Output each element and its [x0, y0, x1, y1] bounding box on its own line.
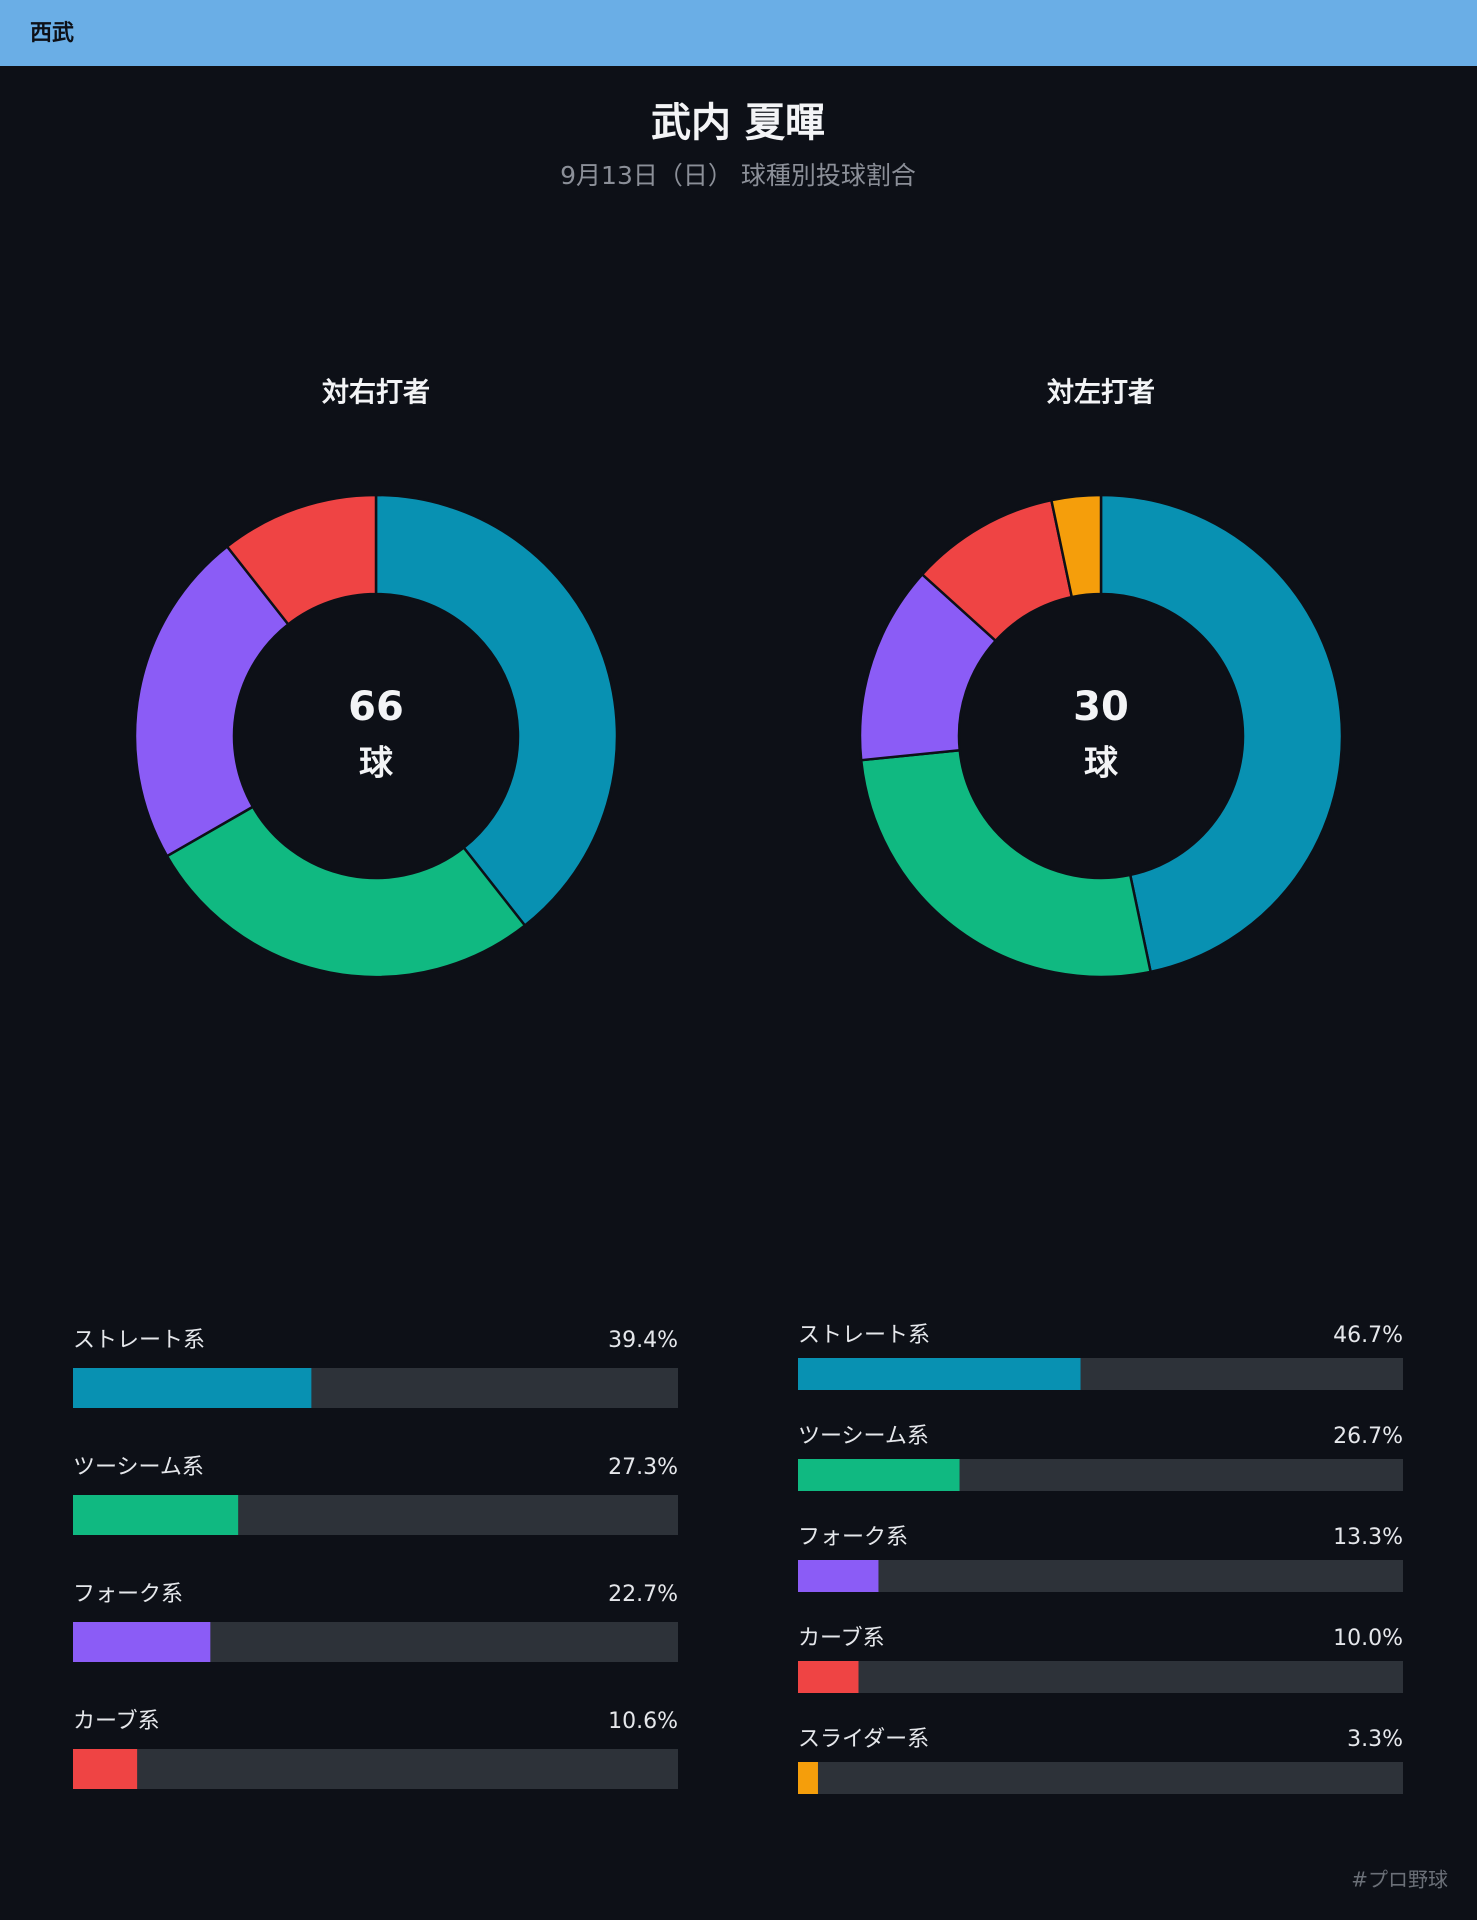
bar	[798, 1459, 960, 1491]
donut-segment	[1099, 493, 1344, 974]
bar	[73, 1368, 312, 1408]
footer-tag: #プロ野球	[1351, 1868, 1448, 1892]
chart-title: 対右打者	[322, 378, 430, 409]
bar-value-label: 46.7%	[1333, 1323, 1403, 1348]
bar-label: カーブ系	[73, 1709, 160, 1734]
bar-track	[73, 1749, 678, 1789]
donut-segment	[225, 493, 378, 627]
bar	[73, 1622, 211, 1662]
bar-value-label: 13.3%	[1333, 1525, 1403, 1550]
donut-segment	[133, 544, 291, 858]
bar-label: スライダー系	[798, 1727, 929, 1752]
page-title: 武内 夏暉	[651, 100, 825, 146]
chart-title: 対左打者	[1047, 378, 1155, 409]
center-total: 66	[348, 684, 404, 730]
bar-value-label: 22.7%	[608, 1582, 678, 1607]
donut-segment	[374, 493, 619, 928]
bar-value-label: 3.3%	[1347, 1727, 1403, 1752]
bar-label: ツーシーム系	[798, 1424, 929, 1449]
bar	[798, 1560, 879, 1592]
bar-label: カーブ系	[798, 1626, 885, 1651]
bar-value-label: 10.6%	[608, 1709, 678, 1734]
bar-value-label: 39.4%	[608, 1328, 678, 1353]
bar	[73, 1495, 239, 1535]
bar-track	[798, 1560, 1403, 1592]
bar-label: フォーク系	[798, 1525, 908, 1550]
bar	[798, 1661, 859, 1693]
center-total: 30	[1073, 684, 1129, 730]
bar-value-label: 10.0%	[1333, 1626, 1403, 1651]
donut-segment	[859, 748, 1153, 979]
bar	[73, 1749, 138, 1789]
bar-label: ツーシーム系	[73, 1455, 204, 1480]
center-unit: 球	[1084, 744, 1119, 784]
bar-track	[798, 1762, 1403, 1794]
donut-segment	[165, 805, 527, 979]
bar-value-label: 26.7%	[1333, 1424, 1403, 1449]
bar	[798, 1762, 818, 1794]
header-bar	[0, 0, 1477, 66]
donut-segment	[1049, 493, 1103, 599]
bar-label: フォーク系	[73, 1582, 183, 1607]
team-name: 西武	[30, 21, 74, 46]
bar-label: ストレート系	[798, 1323, 930, 1348]
bar-value-label: 27.3%	[608, 1455, 678, 1480]
bar-track	[798, 1661, 1403, 1693]
page-subtitle: 9月13日（日） 球種別投球割合	[560, 161, 916, 190]
center-unit: 球	[359, 744, 394, 784]
bar	[798, 1358, 1081, 1390]
bar-label: ストレート系	[73, 1328, 205, 1353]
